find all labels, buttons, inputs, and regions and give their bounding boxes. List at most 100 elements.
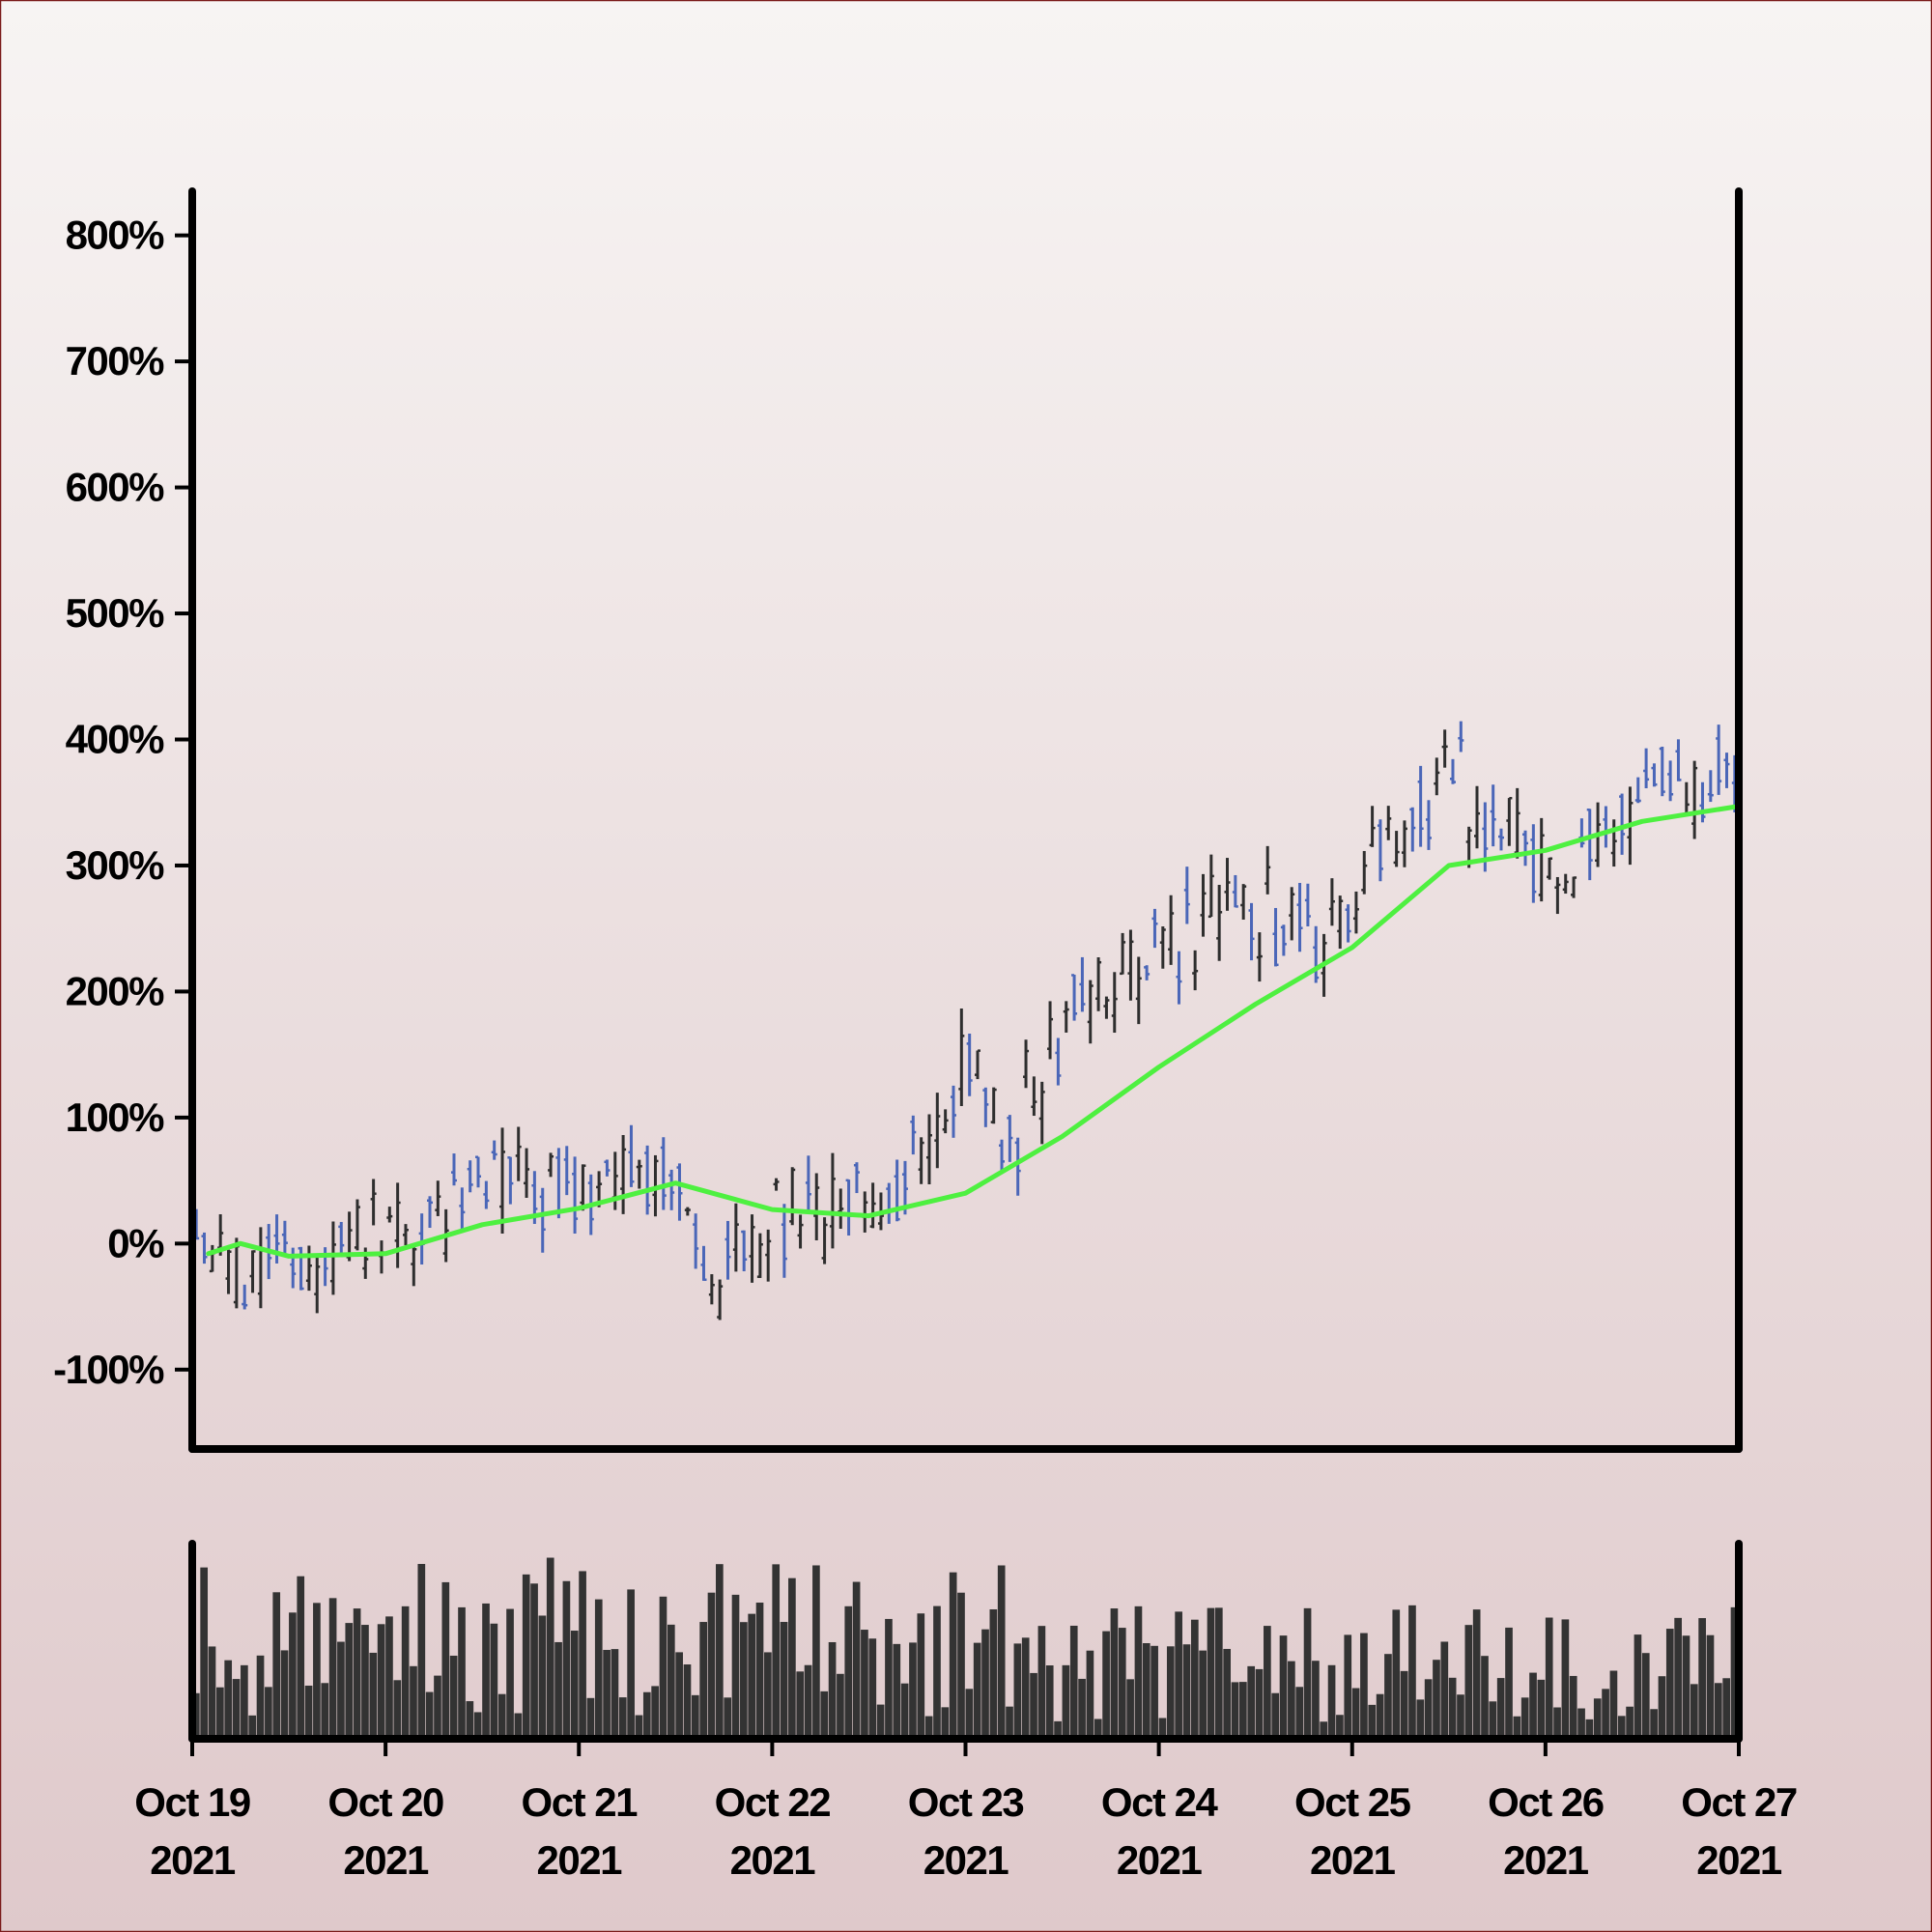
volume-bar xyxy=(1110,1608,1119,1737)
ohlc-bar xyxy=(1224,858,1231,911)
volume-bar xyxy=(1054,1720,1062,1737)
ohlc-bar xyxy=(1441,729,1448,768)
ohlc-bar xyxy=(684,1207,691,1216)
volume-bar xyxy=(780,1622,788,1737)
volume-bar xyxy=(1626,1706,1634,1737)
ohlc-bar xyxy=(1361,850,1368,895)
ohlc-bar xyxy=(1063,1001,1069,1033)
volume-bar xyxy=(724,1697,732,1737)
y-tick-label: 400% xyxy=(66,717,165,762)
volume-bar xyxy=(1086,1650,1094,1737)
ohlc-bar xyxy=(1159,926,1166,969)
volume-bar xyxy=(1175,1611,1182,1737)
volume-bar xyxy=(1312,1661,1320,1737)
volume-bar xyxy=(482,1603,490,1737)
ohlc-bar xyxy=(563,1146,570,1196)
ohlc-bar xyxy=(329,1221,336,1295)
volume-bar xyxy=(1126,1679,1134,1737)
ohlc-bar xyxy=(1337,895,1344,950)
ohlc-bar xyxy=(1547,857,1553,880)
volume-bar xyxy=(603,1649,611,1737)
volume-bar xyxy=(1714,1683,1722,1737)
volume-bar xyxy=(1030,1672,1037,1737)
volume-bar xyxy=(611,1649,619,1737)
ohlc-bar xyxy=(1659,746,1665,797)
volume-bar xyxy=(1489,1701,1497,1737)
volume-bar xyxy=(1537,1679,1546,1737)
y-tick-label: 700% xyxy=(66,338,165,384)
ohlc-bar xyxy=(966,1034,973,1096)
volume-bar xyxy=(933,1605,941,1737)
volume-bar xyxy=(1255,1668,1264,1737)
ohlc-bar xyxy=(990,1087,997,1124)
volume-bar xyxy=(297,1576,305,1737)
x-tick-label-year: 2021 xyxy=(1696,1837,1782,1883)
y-tick-label: 0% xyxy=(107,1220,164,1265)
volume-bar xyxy=(530,1583,538,1737)
volume-bar xyxy=(506,1608,514,1737)
volume-bar xyxy=(1231,1682,1239,1737)
ohlc-bar xyxy=(717,1279,724,1321)
volume-bar xyxy=(941,1707,950,1737)
y-tick-label: 200% xyxy=(66,968,165,1013)
ohlc-bar xyxy=(1055,1037,1062,1086)
ohlc-bar xyxy=(1111,972,1118,1034)
volume-bar xyxy=(876,1704,885,1737)
ohlc-bar xyxy=(1554,876,1561,915)
volume-bar xyxy=(1730,1606,1739,1737)
volume-bar xyxy=(497,1693,506,1737)
volume-bar xyxy=(1593,1698,1602,1737)
ohlc-bar xyxy=(765,1229,772,1282)
volume-bar xyxy=(1264,1626,1271,1737)
volume-bar xyxy=(981,1629,989,1737)
ohlc-bar xyxy=(338,1221,345,1258)
ohlc-bar xyxy=(281,1220,288,1256)
volume-bar xyxy=(1021,1637,1030,1737)
x-tick-label-date: Oct 22 xyxy=(715,1779,831,1825)
ohlc-bar xyxy=(829,1152,836,1249)
ohlc-bar xyxy=(435,1180,441,1216)
ohlc-bar xyxy=(628,1124,635,1187)
volume-bar xyxy=(466,1701,474,1737)
ohlc-bar xyxy=(1135,956,1142,1025)
ohlc-bar xyxy=(491,1140,497,1160)
volume-bar xyxy=(796,1671,805,1737)
volume-bar xyxy=(1190,1619,1199,1737)
volume-bar xyxy=(885,1618,893,1737)
volume-bar xyxy=(1279,1635,1288,1737)
ohlc-bar xyxy=(1562,873,1569,895)
volume-bar xyxy=(1722,1678,1730,1737)
x-tick-label-year: 2021 xyxy=(343,1837,429,1883)
ohlc-bar xyxy=(1007,1115,1013,1162)
volume-bar xyxy=(1288,1661,1295,1737)
volume-bar xyxy=(441,1581,450,1737)
volume-bar xyxy=(1078,1678,1086,1737)
ohlc-bar xyxy=(789,1167,796,1226)
volume-bar xyxy=(804,1664,812,1737)
volume-bar xyxy=(1585,1719,1594,1737)
volume-bar xyxy=(1650,1709,1658,1737)
volume-bar xyxy=(909,1642,917,1737)
volume-bar xyxy=(369,1652,378,1737)
ohlc-bar xyxy=(1256,932,1263,982)
volume-bar xyxy=(1665,1629,1674,1737)
volume-bar xyxy=(1295,1687,1304,1737)
volume-bar xyxy=(651,1686,659,1737)
ohlc-bar xyxy=(1425,800,1432,850)
volume-bar xyxy=(208,1646,216,1737)
ohlc-bar xyxy=(1699,781,1706,823)
volume-bar xyxy=(707,1592,716,1737)
volume-bar xyxy=(1520,1697,1529,1737)
volume-bar xyxy=(1682,1635,1690,1737)
ohlc-bar xyxy=(1144,965,1151,980)
volume-bar xyxy=(594,1599,603,1737)
ohlc-bar xyxy=(201,1232,208,1264)
ohlc-bar xyxy=(1571,876,1577,898)
ohlc-bar xyxy=(1352,891,1359,934)
volume-bar xyxy=(1641,1653,1650,1737)
ohlc-bar xyxy=(1490,784,1496,847)
volume-bar xyxy=(216,1687,224,1737)
ohlc-bar xyxy=(426,1196,433,1229)
volume-bar xyxy=(562,1580,571,1737)
ohlc-bar xyxy=(1168,895,1175,965)
